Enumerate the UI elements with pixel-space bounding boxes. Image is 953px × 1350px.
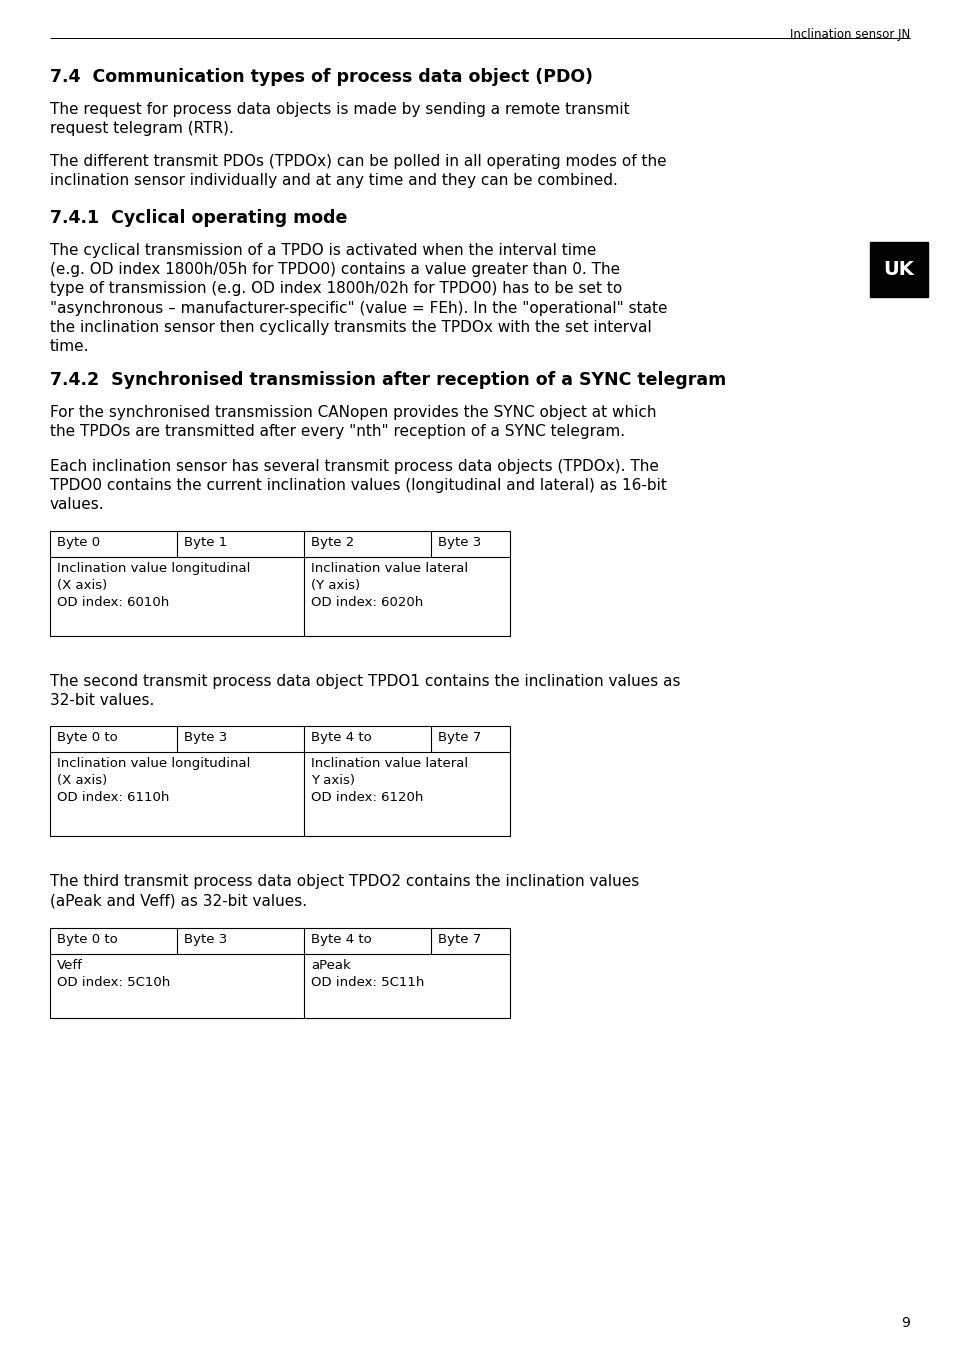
- Text: Byte 4 to: Byte 4 to: [311, 730, 372, 744]
- Text: UK: UK: [882, 261, 913, 279]
- Text: Byte 7: Byte 7: [437, 933, 480, 946]
- Bar: [869, 242, 927, 297]
- Text: Byte 0 to: Byte 0 to: [57, 933, 117, 946]
- Text: The request for process data objects is made by sending a remote transmit
reques: The request for process data objects is …: [50, 103, 629, 136]
- Text: 7.4.1  Cyclical operating mode: 7.4.1 Cyclical operating mode: [50, 209, 347, 227]
- Text: Byte 3: Byte 3: [184, 933, 227, 946]
- Text: Inclination value lateral
Y axis)
OD index: 6120h: Inclination value lateral Y axis) OD ind…: [311, 757, 468, 805]
- Text: Inclination sensor JN: Inclination sensor JN: [789, 28, 909, 40]
- Text: Byte 0 to: Byte 0 to: [57, 730, 117, 744]
- Text: Byte 7: Byte 7: [437, 730, 480, 744]
- Text: 9: 9: [901, 1316, 909, 1330]
- Text: The second transmit process data object TPDO1 contains the inclination values as: The second transmit process data object …: [50, 674, 679, 709]
- Text: The different transmit PDOs (TPDOx) can be polled in all operating modes of the
: The different transmit PDOs (TPDOx) can …: [50, 154, 666, 188]
- Text: Byte 3: Byte 3: [437, 536, 480, 549]
- Bar: [50, 726, 510, 836]
- Text: Byte 3: Byte 3: [184, 730, 227, 744]
- Text: The cyclical transmission of a TPDO is activated when the interval time
(e.g. OD: The cyclical transmission of a TPDO is a…: [50, 243, 667, 354]
- Text: 7.4.2  Synchronised transmission after reception of a SYNC telegram: 7.4.2 Synchronised transmission after re…: [50, 371, 725, 389]
- Bar: [50, 927, 510, 1018]
- Text: Inclination value longitudinal
(X axis)
OD index: 6110h: Inclination value longitudinal (X axis) …: [57, 757, 250, 805]
- Text: aPeak
OD index: 5C11h: aPeak OD index: 5C11h: [311, 958, 424, 990]
- Text: Inclination value lateral
(Y axis)
OD index: 6020h: Inclination value lateral (Y axis) OD in…: [311, 562, 468, 609]
- Text: Byte 1: Byte 1: [184, 536, 227, 549]
- Text: For the synchronised transmission CANopen provides the SYNC object at which
the : For the synchronised transmission CANope…: [50, 405, 656, 439]
- Text: The third transmit process data object TPDO2 contains the inclination values
(aP: The third transmit process data object T…: [50, 873, 639, 909]
- Text: Each inclination sensor has several transmit process data objects (TPDOx). The
T: Each inclination sensor has several tran…: [50, 459, 666, 513]
- Bar: [50, 531, 510, 636]
- Text: Byte 4 to: Byte 4 to: [311, 933, 372, 946]
- Text: 7.4  Communication types of process data object (PDO): 7.4 Communication types of process data …: [50, 68, 593, 86]
- Text: Byte 0: Byte 0: [57, 536, 100, 549]
- Text: Byte 2: Byte 2: [311, 536, 354, 549]
- Text: Veff
OD index: 5C10h: Veff OD index: 5C10h: [57, 958, 170, 990]
- Text: Inclination value longitudinal
(X axis)
OD index: 6010h: Inclination value longitudinal (X axis) …: [57, 562, 250, 609]
